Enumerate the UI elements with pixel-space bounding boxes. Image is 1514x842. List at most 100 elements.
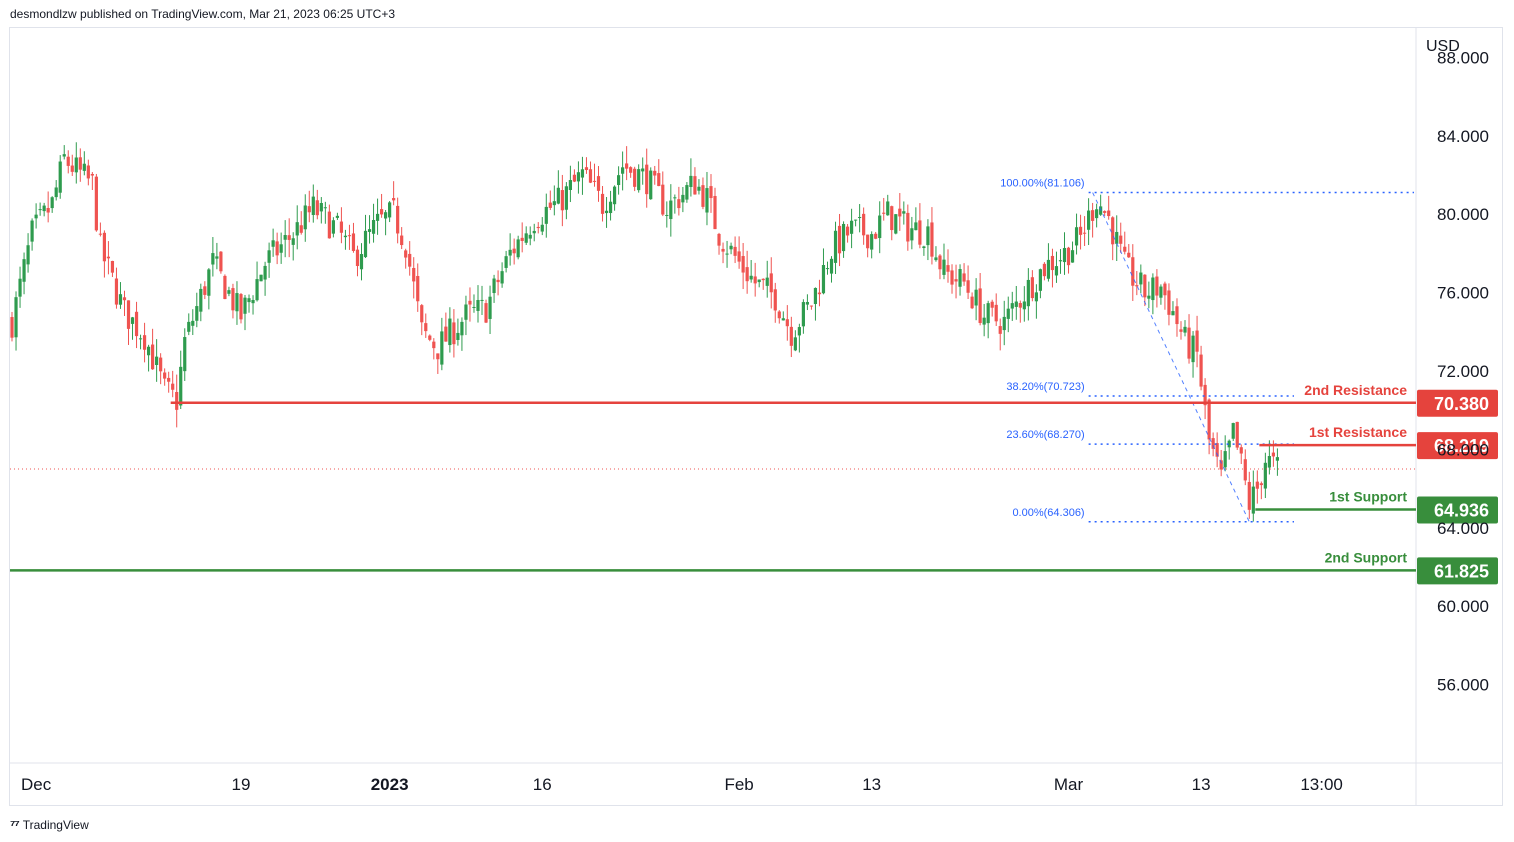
level-price-tag [1417,496,1498,524]
candle-body [468,300,472,305]
candle-body [363,230,368,258]
candle-body [701,185,705,207]
candle-body [1123,246,1127,252]
candle-body [1187,327,1191,359]
candle-body [1183,326,1187,333]
candle-body [629,167,633,173]
x-tick-label: Feb [724,775,753,794]
y-tick-label: 88.000 [1437,48,1489,67]
candle-body [990,301,994,308]
candle-body [717,233,721,246]
candle-body [392,198,396,201]
candle-body [962,273,966,282]
candle-body [954,279,958,282]
candle-body [163,372,167,379]
candle-body [26,245,30,265]
candle-body [821,265,826,294]
candle-body [745,267,749,282]
candle-body [1259,483,1263,486]
candle-body [894,214,898,234]
candle-body [753,276,757,284]
level-price-label: 61.825 [1434,561,1489,581]
y-tick-label: 64.000 [1437,519,1489,538]
candle-body [1030,277,1034,299]
candle-body [910,228,914,241]
candle-body [596,176,601,191]
candle-body [46,207,50,213]
candle-body [179,366,183,406]
candle-body [854,219,858,221]
candle-body [159,357,163,372]
candle-body [74,157,78,173]
candle-body [761,278,765,281]
candle-body [412,267,416,282]
candle-body [592,180,597,182]
candle-body [805,301,810,305]
candle-body [420,305,424,323]
candle-body [58,161,62,193]
tradingview-logo-icon: ⁷⁷ [10,817,20,832]
candle-body [1247,481,1251,510]
candle-body [347,235,352,237]
candle-body [464,304,468,320]
candle-body [271,240,275,247]
candle-body [1235,421,1239,448]
attribution-text: desmondlzw published on TradingView.com,… [10,7,396,21]
candle-body [874,233,878,239]
candle-body [1151,277,1155,301]
candle-body [938,255,942,270]
candle-body [279,244,283,253]
candle-body [801,302,805,327]
candle-body [396,205,400,234]
candle-body [1070,250,1075,263]
candle-body [837,225,842,254]
candle-body [785,319,789,327]
candle-body [665,214,669,216]
level-price-label: 64.936 [1434,500,1489,520]
candle-body [641,168,645,172]
candle-body [175,391,179,410]
candle-body [379,209,384,215]
candle-body [203,286,207,295]
candle-body [30,220,34,242]
candle-body [918,220,922,245]
candle-body [733,246,737,256]
candle-body [793,337,797,351]
candle-body [1115,231,1119,244]
candle-body [769,273,773,293]
candle-body [1014,301,1018,307]
candle-body [66,156,70,166]
candle-body [1042,263,1047,277]
candle-body [1167,290,1171,315]
candle-body [729,245,733,250]
candle-body [187,321,191,332]
candlesticks [10,142,1416,522]
candle-body [1211,438,1215,449]
level-label: 2nd Resistance [1304,382,1407,398]
candle-body [1143,274,1147,298]
candle-body [930,222,934,257]
tradingview-logo[interactable]: ⁷⁷ TradingView [10,817,89,832]
candle-body [319,202,323,212]
candle-body [1163,283,1167,296]
candle-body [223,275,227,300]
candle-body [311,196,315,215]
candle-body [1082,232,1087,234]
candle-body [1139,272,1143,285]
candle-body [705,188,709,213]
y-tick-label: 68.000 [1437,440,1489,459]
candle-body [1026,279,1030,307]
candle-body [331,220,335,234]
candle-body [34,214,38,219]
candle-body [22,259,26,282]
candle-body [1175,306,1179,325]
candle-body [946,265,950,272]
candle-body [1147,295,1151,299]
candle-body [1046,259,1051,279]
candle-body [500,271,504,284]
candle-body [38,209,42,211]
candle-body [576,172,581,182]
candle-body [299,225,303,233]
candle-body [134,311,139,337]
